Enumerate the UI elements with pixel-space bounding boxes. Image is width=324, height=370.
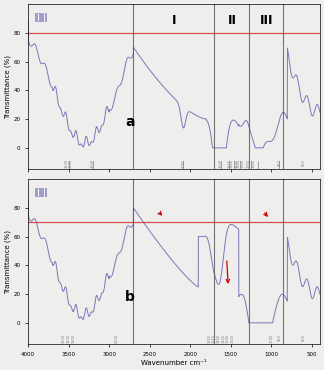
X-axis label: Wavenumber cm⁻¹: Wavenumber cm⁻¹	[141, 360, 207, 366]
Text: 3500
3496: 3500 3496	[64, 159, 73, 168]
Bar	[35, 188, 36, 196]
Text: 600: 600	[302, 334, 306, 341]
Bar	[40, 188, 41, 196]
Text: 1380
1320: 1380 1320	[236, 159, 245, 168]
Text: 1460
1425: 1460 1425	[230, 159, 238, 168]
Text: 900: 900	[277, 334, 281, 341]
Bar	[40, 13, 41, 21]
Text: II: II	[227, 14, 237, 27]
Text: 1620: 1620	[219, 159, 223, 168]
Y-axis label: Transmittance (%): Transmittance (%)	[4, 230, 11, 294]
Bar	[45, 13, 46, 21]
Text: III: III	[260, 14, 273, 27]
Text: 600: 600	[302, 159, 306, 166]
Bar	[42, 188, 43, 196]
Text: 3500
3430
3300: 3500 3430 3300	[62, 334, 75, 343]
Y-axis label: Transmittance (%): Transmittance (%)	[4, 55, 11, 119]
Text: 3200: 3200	[91, 159, 95, 168]
Text: 2085: 2085	[181, 159, 185, 168]
Text: a: a	[125, 115, 135, 130]
Text: b: b	[125, 290, 135, 304]
Text: 1000: 1000	[269, 334, 273, 343]
Bar	[37, 13, 39, 21]
Bar	[35, 13, 36, 21]
Bar	[45, 188, 46, 196]
Bar	[37, 188, 39, 196]
Bar	[42, 13, 43, 21]
Text: I: I	[172, 14, 176, 27]
Text: 1515: 1515	[227, 159, 231, 168]
Text: 900: 900	[277, 159, 281, 166]
Text: 2900: 2900	[115, 334, 119, 343]
Text: 1620
1515
1460
1425
1380
1320: 1620 1515 1460 1425 1380 1320	[207, 334, 235, 343]
Text: 1250
1160: 1250 1160	[247, 159, 255, 168]
